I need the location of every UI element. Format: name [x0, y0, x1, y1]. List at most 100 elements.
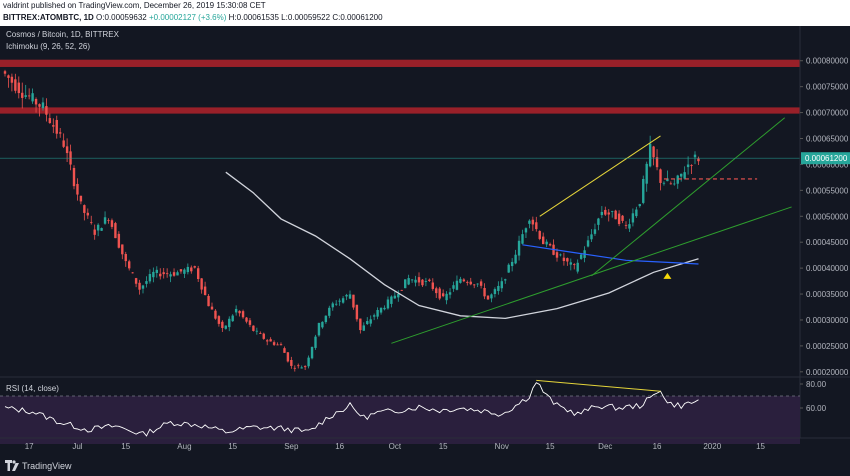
candle-body — [462, 279, 466, 282]
candle-body — [576, 262, 579, 272]
candle-body — [241, 311, 245, 318]
candle-body — [524, 228, 528, 233]
candle-body — [231, 315, 234, 322]
candle-body — [269, 339, 272, 342]
candle-body — [683, 172, 686, 179]
price-chart[interactable]: 0.00080000 0.00075000 0.00070000 0.00065000… — [0, 26, 850, 456]
rsi-axis-label: 80.00 — [806, 380, 827, 389]
candles-group — [3, 69, 700, 372]
candle-body — [3, 71, 7, 74]
candle-body — [517, 240, 521, 256]
candle-body — [159, 273, 162, 277]
candle-body — [221, 321, 224, 328]
candle-body — [341, 298, 345, 303]
last-price-label: 0.00061200 — [805, 154, 848, 163]
candle-body — [624, 225, 628, 226]
candle-body — [607, 212, 610, 215]
candle-body — [52, 125, 55, 127]
candle-body — [45, 106, 48, 115]
candle-body — [245, 317, 248, 322]
candle-body — [476, 283, 479, 285]
candle-body — [65, 146, 69, 154]
time-axis-label: Oct — [389, 442, 402, 451]
candle-body — [438, 288, 441, 299]
price-axis-label: 0.00050000 — [806, 212, 849, 221]
candle-body — [72, 167, 76, 187]
candle-body — [224, 325, 227, 329]
candle-body — [559, 254, 562, 256]
price-axis-label: 0.00045000 — [806, 238, 849, 247]
candle-body — [117, 233, 121, 248]
candle-body — [203, 286, 207, 295]
candle-body — [193, 266, 196, 268]
candle-body — [579, 254, 583, 259]
candle-body — [531, 219, 535, 225]
candle-body — [10, 76, 14, 83]
candle-body — [314, 336, 317, 348]
candle-body — [207, 295, 210, 307]
candle-body — [31, 93, 34, 102]
candle-body — [228, 318, 231, 328]
candle-body — [507, 264, 510, 273]
candle-body — [497, 285, 500, 291]
candle-body — [542, 236, 545, 245]
candle-body — [659, 169, 662, 183]
candle-body — [372, 315, 376, 317]
candle-body — [469, 281, 472, 285]
candle-body — [172, 272, 176, 276]
candle-body — [459, 278, 462, 283]
time-axis-label: 17 — [25, 442, 34, 451]
candle-body — [680, 173, 683, 177]
time-axis-label: 15 — [546, 442, 555, 451]
time-axis-label: 16 — [335, 442, 344, 451]
candle-body — [562, 257, 566, 262]
candle-body — [566, 258, 569, 262]
tradingview-logo-icon — [5, 460, 19, 471]
last-price-tag — [801, 152, 850, 165]
candle-body — [376, 310, 379, 317]
candle-body — [214, 310, 217, 319]
candle-body — [500, 281, 503, 289]
candle-body — [504, 279, 507, 281]
open-value: O:0.00059632 — [96, 13, 147, 22]
candle-body — [48, 118, 52, 123]
candle-body — [586, 240, 590, 247]
candle-body — [179, 269, 183, 272]
trend-line — [391, 206, 792, 344]
candle-body — [410, 279, 414, 281]
candle-body — [631, 213, 635, 223]
candle-body — [400, 289, 403, 291]
candle-body — [96, 224, 100, 231]
candle-body — [190, 267, 193, 272]
candle-body — [352, 294, 355, 308]
candle-body — [638, 204, 641, 207]
candle-body — [255, 330, 259, 332]
candle-body — [217, 316, 221, 324]
candle-body — [445, 293, 448, 301]
candle-body — [510, 261, 514, 267]
candle-body — [286, 352, 290, 362]
candle-body — [259, 333, 262, 334]
price-axis-label: 0.00030000 — [806, 316, 849, 325]
symbol-label: BITTREX:ATOMBTC, 1D — [3, 13, 94, 22]
price-axis-label: 0.00075000 — [806, 83, 849, 92]
candle-body — [600, 211, 604, 216]
candle-body — [417, 277, 421, 283]
price-axis-label: 0.00035000 — [806, 290, 849, 299]
price-axis-label: 0.00040000 — [806, 264, 849, 273]
candle-body — [121, 244, 124, 255]
candle-body — [690, 165, 693, 167]
header-bar: valdrint published on TradingView.com, D… — [0, 0, 850, 26]
trend-line — [591, 117, 786, 277]
candle-body — [27, 95, 31, 97]
candle-body — [535, 222, 538, 230]
candle-body — [234, 308, 238, 313]
candle-body — [655, 157, 659, 168]
resistance-zone — [0, 59, 800, 67]
candle-body — [669, 183, 673, 185]
wedge-line — [539, 135, 661, 217]
candle-body — [141, 285, 145, 289]
candle-body — [7, 75, 10, 78]
time-axis-label: Dec — [598, 442, 612, 451]
candle-body — [110, 220, 114, 227]
